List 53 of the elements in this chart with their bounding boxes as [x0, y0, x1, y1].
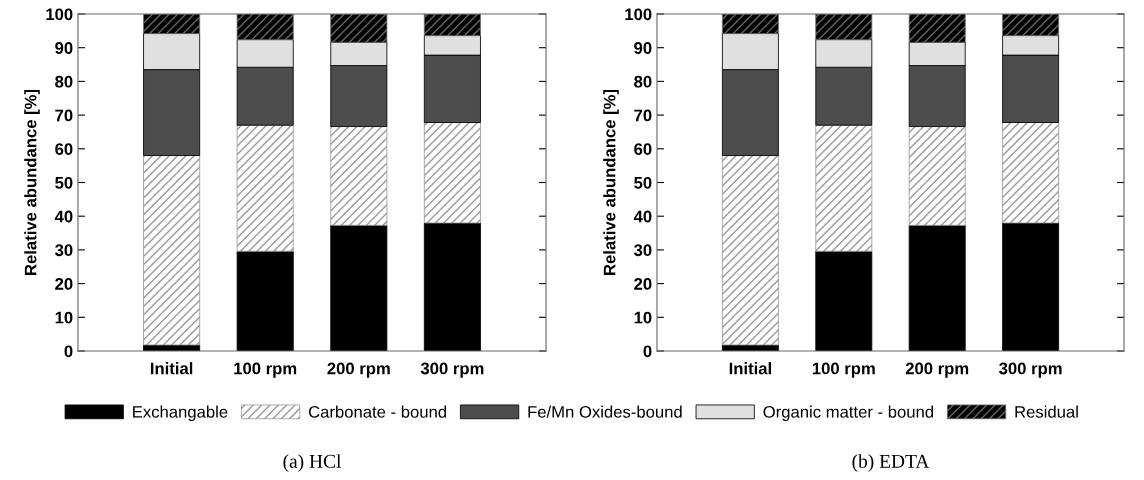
- y-tick-label: 20: [55, 278, 73, 290]
- y-tick-label: 20: [634, 278, 652, 290]
- x-tick-label: 100 rpm: [812, 362, 875, 378]
- y-tick-label: 30: [54, 244, 73, 257]
- text: (b) EDTA: [852, 454, 930, 472]
- bar: [815, 250, 873, 351]
- y-tick-label: 90: [634, 42, 652, 54]
- legend-label: Exchangable: [133, 405, 228, 422]
- bar: [1002, 222, 1060, 351]
- bar: [815, 124, 873, 252]
- y-axis-title: Relative abundance [%]: [603, 89, 619, 275]
- y-tick-label: 0: [64, 345, 73, 358]
- legend-label: Organic matter - bound: [763, 405, 934, 422]
- bar: [721, 155, 779, 346]
- text: (a) HCl: [283, 454, 342, 472]
- y-tick-label: 40: [54, 210, 73, 223]
- bar: [330, 126, 388, 226]
- legend-label: Residual: [1015, 405, 1078, 418]
- legend-label: Carbonate - bound: [308, 405, 447, 418]
- bar: [908, 224, 966, 351]
- x-tick-label: Initial: [729, 362, 771, 375]
- x-tick-label: 200 rpm: [905, 362, 969, 378]
- x-tick-label: 300 rpm: [420, 362, 484, 378]
- bar: [236, 124, 294, 252]
- y-tick-label: 50: [634, 176, 652, 189]
- bar: [423, 222, 481, 351]
- y-tick-label: 60: [634, 143, 652, 155]
- bar: [236, 250, 294, 351]
- x-tick-label: 200 rpm: [327, 362, 390, 378]
- x-tick-label: 300 rpm: [999, 362, 1062, 378]
- y-tick-label: 70: [55, 109, 73, 122]
- bar: [908, 126, 966, 226]
- x-tick-label: Initial: [150, 362, 193, 375]
- y-axis-title: Relative abundance [%]: [24, 89, 40, 275]
- bar: [1002, 122, 1060, 224]
- y-tick-label: 10: [634, 311, 652, 324]
- bar: [330, 224, 388, 351]
- y-tick-label: 50: [55, 176, 73, 189]
- bar: [423, 122, 481, 224]
- x-tick-label: 100 rpm: [234, 362, 297, 378]
- y-tick-label: 100: [625, 8, 652, 21]
- y-tick-label: 60: [55, 143, 73, 155]
- y-tick-label: 70: [634, 109, 652, 122]
- bar: [143, 155, 201, 346]
- y-tick-label: 80: [55, 75, 73, 88]
- y-tick-label: 100: [46, 8, 73, 21]
- y-tick-label: 80: [634, 75, 652, 88]
- y-tick-label: 40: [633, 210, 652, 223]
- y-tick-label: 10: [55, 311, 73, 324]
- legend-label: Fe/Mn Oxides-bound: [528, 405, 682, 418]
- y-tick-label: 30: [633, 244, 652, 257]
- y-tick-label: 90: [55, 42, 73, 54]
- y-tick-label: 0: [643, 345, 652, 358]
